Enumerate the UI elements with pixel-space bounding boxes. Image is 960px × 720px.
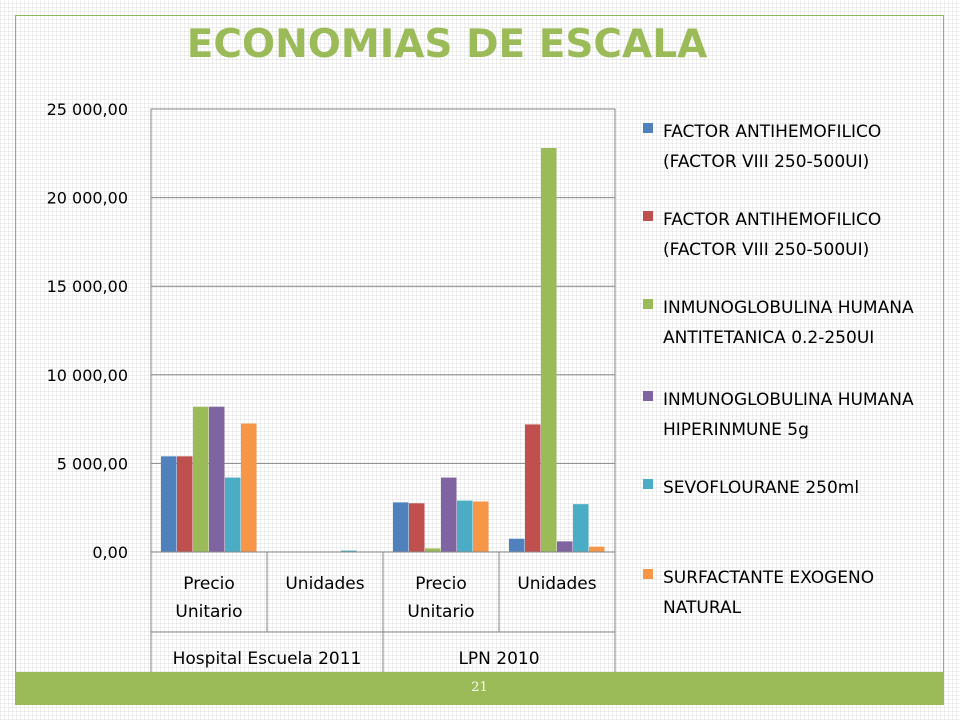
bar [225, 477, 241, 552]
axes [150, 108, 616, 672]
legend-swatch [643, 299, 653, 309]
bar [241, 423, 257, 552]
legend-swatch [643, 391, 653, 401]
y-tick-label: 15 000,00 [47, 277, 128, 296]
bar [541, 147, 557, 552]
y-axis-tick-labels: 0,00 5 000,00 10 000,00 15 000,00 20 000,00 2… [47, 100, 128, 562]
bar [193, 406, 209, 552]
bar [409, 503, 425, 552]
footer-bar: 21 [15, 672, 944, 705]
legend-entry: FACTOR ANTIHEMOFILICO (FACTOR VIII 250-50… [663, 210, 881, 260]
legend-swatch [643, 479, 653, 489]
x-tick-label: Precio [183, 574, 235, 594]
x-tick-label: Unitario [407, 602, 474, 622]
legend-entry: INMUNOGLOBULINA HUMANA ANTITETANICA 0.2-2… [663, 298, 914, 348]
bar [589, 546, 605, 552]
x-tick-label: Precio [415, 574, 467, 594]
y-tick-label: 25 000,00 [47, 100, 128, 119]
legend-entry: INMUNOGLOBULINA HUMANA HIPERINMUNE 5g [663, 390, 914, 440]
legend: FACTOR ANTIHEMOFILICO (FACTOR VIII 250-50… [643, 122, 914, 618]
y-tick-label: 5 000,00 [57, 454, 128, 473]
y-tick-label: 20 000,00 [47, 189, 128, 208]
page-number: 21 [471, 680, 488, 695]
x-tick-label: Unitario [175, 602, 242, 622]
legend-swatch [643, 569, 653, 579]
bar [525, 424, 541, 552]
group-label: LPN 2010 [458, 649, 539, 669]
bar [509, 538, 525, 552]
bar [473, 501, 489, 552]
legend-swatch [643, 211, 653, 221]
chart-title: ECONOMIAS DE ESCALA [186, 22, 708, 67]
bars [161, 147, 605, 552]
bar [573, 504, 589, 552]
x-tick-label: Unidades [285, 574, 364, 594]
bar [557, 541, 573, 552]
bar [441, 477, 457, 552]
legend-entry: SURFACTANTE EXOGENO NATURAL [663, 568, 874, 618]
legend-entry: FACTOR ANTIHEMOFILICO (FACTOR VIII 250-50… [663, 122, 881, 172]
bar [425, 548, 441, 552]
legend-entry: SEVOFLOURANE 250ml [663, 478, 859, 498]
bar [177, 456, 193, 552]
y-tick-label: 10 000,00 [47, 366, 128, 385]
bar [457, 500, 473, 552]
group-label: Hospital Escuela 2011 [173, 649, 362, 669]
x-axis-category-labels: Precio Unitario Unidades Precio Unitario Unid… [173, 574, 597, 669]
legend-swatch [643, 123, 653, 133]
y-tick-label: 0,00 [92, 543, 128, 562]
x-tick-label: Unidades [517, 574, 596, 594]
bar [341, 550, 357, 552]
bar [209, 406, 225, 552]
bar [393, 502, 409, 552]
bar [161, 456, 177, 552]
